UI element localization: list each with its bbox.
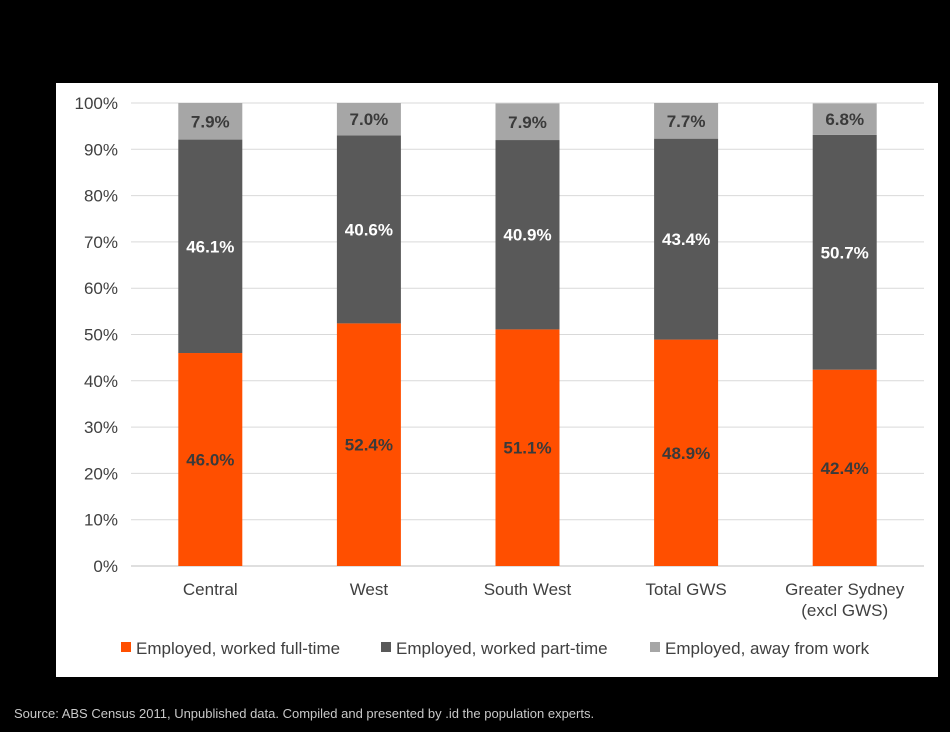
legend-swatch bbox=[381, 642, 391, 652]
bar-segment bbox=[654, 138, 719, 340]
category-label: (excl GWS) bbox=[801, 601, 888, 620]
bars bbox=[178, 103, 877, 566]
legend-label: Employed, worked full-time bbox=[136, 639, 340, 658]
stacked-bar-chart: 0%10%20%30%40%50%60%70%80%90%100% 46.0%4… bbox=[75, 94, 924, 658]
bar-segment bbox=[654, 339, 719, 566]
data-label: 42.4% bbox=[821, 459, 869, 478]
y-tick-label: 100% bbox=[75, 94, 118, 113]
data-labels: 46.0% 46.1% 7.9% 52.4% 40.6% 7.0% 51.1% 40.9% 7.… bbox=[186, 110, 869, 478]
data-label: 46.1% bbox=[186, 237, 234, 256]
data-label: 40.9% bbox=[503, 226, 551, 245]
bar-segment bbox=[336, 103, 401, 136]
y-tick-label: 0% bbox=[93, 557, 118, 576]
bar-segment bbox=[178, 139, 243, 354]
data-label: 7.0% bbox=[350, 110, 389, 129]
data-label: 7.9% bbox=[191, 112, 230, 131]
bar-segment bbox=[812, 369, 877, 566]
y-tick-label: 50% bbox=[84, 326, 118, 345]
bar-segment bbox=[495, 329, 560, 566]
data-label: 6.8% bbox=[825, 110, 864, 129]
y-tick-label: 80% bbox=[84, 187, 118, 206]
category-label: Total GWS bbox=[645, 580, 726, 599]
bar-segment bbox=[654, 103, 719, 139]
category-label: Greater Sydney bbox=[785, 580, 905, 599]
bar-segment bbox=[812, 134, 877, 370]
y-tick-label: 60% bbox=[84, 279, 118, 298]
legend-label: Employed, worked part-time bbox=[396, 639, 608, 658]
bar-segment bbox=[336, 323, 401, 566]
y-tick-label: 10% bbox=[84, 511, 118, 530]
data-label: 7.9% bbox=[508, 113, 547, 132]
data-label: 52.4% bbox=[345, 436, 393, 455]
data-label: 46.0% bbox=[186, 451, 234, 470]
data-label: 40.6% bbox=[345, 220, 393, 239]
data-label: 51.1% bbox=[503, 439, 551, 458]
legend-swatch bbox=[121, 642, 131, 652]
y-tick-label: 70% bbox=[84, 233, 118, 252]
bar-segment bbox=[495, 103, 560, 141]
legend: Employed, worked full-time Employed, work… bbox=[121, 639, 870, 658]
y-axis-ticks: 0% 10% 20% 30% 40% 50% 60% 70% 80% 90% 100% bbox=[75, 94, 118, 576]
data-label: 48.9% bbox=[662, 444, 710, 463]
y-tick-label: 40% bbox=[84, 372, 118, 391]
data-label: 50.7% bbox=[821, 243, 869, 262]
category-label: Central bbox=[183, 580, 238, 599]
x-axis-categories: Central West South West Total GWS Greater Sy… bbox=[183, 580, 905, 620]
legend-swatch bbox=[650, 642, 660, 652]
bar-segment bbox=[812, 103, 877, 135]
y-tick-label: 30% bbox=[84, 418, 118, 437]
bar-segment bbox=[336, 135, 401, 324]
bar-segment bbox=[178, 103, 243, 140]
y-tick-label: 90% bbox=[84, 140, 118, 159]
y-tick-label: 20% bbox=[84, 464, 118, 483]
chart-panel: 0% 10% 20% 30% 40% 50% 60% 70% 80% 90% 100% 46.0% 4… bbox=[56, 83, 938, 677]
category-label: South West bbox=[484, 580, 572, 599]
bar-segment bbox=[178, 353, 243, 566]
data-label: 43.4% bbox=[662, 230, 710, 249]
category-label: West bbox=[350, 580, 389, 599]
legend-label: Employed, away from work bbox=[665, 639, 870, 658]
bar-segment bbox=[495, 140, 560, 330]
data-label: 7.7% bbox=[667, 112, 706, 131]
source-note: Source: ABS Census 2011, Unpublished dat… bbox=[14, 706, 595, 721]
